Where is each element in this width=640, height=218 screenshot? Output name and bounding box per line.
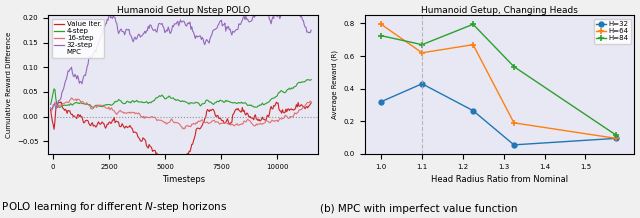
H=32 (469, 109, 477, 112)
H=64 (612, 137, 620, 140)
H=64 (469, 43, 477, 46)
H=64 (418, 51, 426, 54)
Title: Humanoid Getup Nstep POLO: Humanoid Getup Nstep POLO (116, 5, 250, 15)
Line: H=84: H=84 (378, 21, 620, 139)
Line: H=64: H=64 (378, 21, 620, 142)
Line: H=32: H=32 (379, 81, 618, 147)
Text: (a) POLO learning for different $N$-step horizons: (a) POLO learning for different $N$-step… (0, 200, 227, 214)
H=32 (378, 100, 385, 103)
H=84 (418, 43, 426, 46)
H=32 (510, 144, 518, 146)
H=84 (378, 34, 385, 37)
H=64 (378, 23, 385, 26)
Title: Humanoid Getup, Changing Heads: Humanoid Getup, Changing Heads (421, 5, 578, 15)
Y-axis label: Cumulative Reward Difference: Cumulative Reward Difference (6, 31, 12, 138)
Y-axis label: Average Reward (R): Average Reward (R) (332, 50, 339, 119)
H=84 (510, 65, 518, 68)
X-axis label: Timesteps: Timesteps (161, 175, 205, 184)
Text: (b) MPC with imperfect value function: (b) MPC with imperfect value function (321, 204, 518, 214)
Legend: H=32, H=64, H=84: H=32, H=64, H=84 (594, 19, 631, 44)
X-axis label: Head Radius Ratio from Nominal: Head Radius Ratio from Nominal (431, 175, 568, 184)
H=64 (510, 122, 518, 124)
H=32 (418, 82, 426, 85)
H=32 (612, 137, 620, 140)
H=84 (469, 23, 477, 26)
Legend: Value Iter., 4-step, 16-step, 32-step, MPC: Value Iter., 4-step, 16-step, 32-step, M… (52, 19, 104, 58)
H=84 (612, 134, 620, 136)
